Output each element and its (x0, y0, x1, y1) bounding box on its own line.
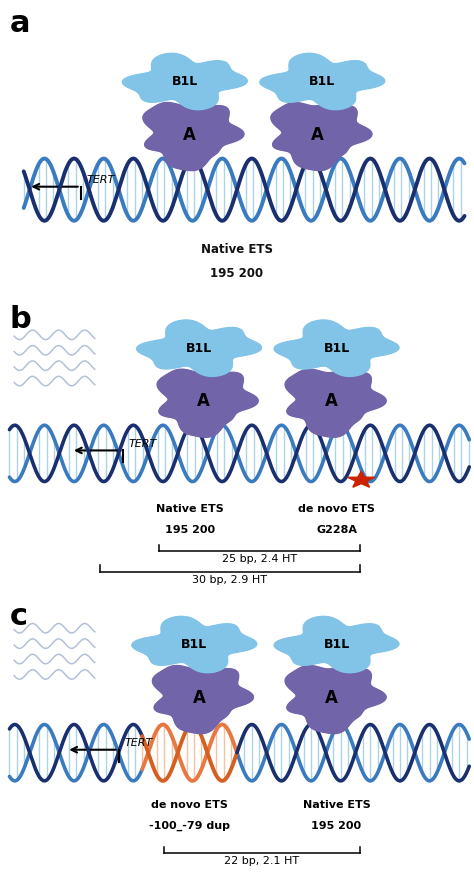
Text: B1L: B1L (172, 75, 198, 88)
Text: de novo ETS: de novo ETS (298, 504, 375, 514)
Text: A: A (325, 392, 338, 411)
Polygon shape (285, 666, 386, 733)
Text: A: A (183, 125, 196, 144)
Text: G228A: G228A (316, 525, 357, 534)
Text: a: a (9, 9, 30, 38)
Text: Native ETS: Native ETS (156, 504, 223, 514)
Text: TERT: TERT (86, 175, 115, 185)
Text: B1L: B1L (186, 341, 212, 355)
Text: -100_-79 dup: -100_-79 dup (149, 821, 230, 831)
Text: 22 bp, 2.1 HT: 22 bp, 2.1 HT (224, 856, 299, 867)
Polygon shape (143, 102, 244, 171)
Polygon shape (274, 616, 399, 673)
Polygon shape (132, 616, 257, 673)
Polygon shape (271, 102, 372, 171)
Text: B1L: B1L (323, 341, 350, 355)
Polygon shape (137, 320, 262, 376)
Polygon shape (157, 369, 258, 437)
Text: B1L: B1L (309, 75, 336, 88)
Text: Native ETS: Native ETS (303, 800, 370, 810)
Polygon shape (274, 320, 399, 376)
Text: B1L: B1L (323, 638, 350, 651)
Text: 25 bp, 2.4 HT: 25 bp, 2.4 HT (222, 554, 297, 565)
Polygon shape (152, 666, 254, 733)
Polygon shape (347, 471, 375, 487)
Text: B1L: B1L (181, 638, 208, 651)
Text: TERT: TERT (124, 738, 153, 749)
Text: Native ETS: Native ETS (201, 243, 273, 256)
Polygon shape (122, 53, 247, 109)
Text: A: A (197, 392, 210, 411)
Polygon shape (285, 369, 386, 437)
Text: b: b (9, 305, 31, 334)
Text: 195 200: 195 200 (164, 525, 215, 534)
Text: A: A (192, 689, 206, 707)
Text: 195 200: 195 200 (311, 821, 362, 831)
Text: 195 200: 195 200 (210, 267, 264, 280)
Text: de novo ETS: de novo ETS (151, 800, 228, 810)
Text: A: A (311, 125, 324, 144)
Text: 30 bp, 2.9 HT: 30 bp, 2.9 HT (192, 575, 267, 585)
Text: c: c (9, 602, 27, 630)
Polygon shape (260, 53, 385, 109)
Text: A: A (325, 689, 338, 707)
Text: TERT: TERT (129, 439, 157, 449)
